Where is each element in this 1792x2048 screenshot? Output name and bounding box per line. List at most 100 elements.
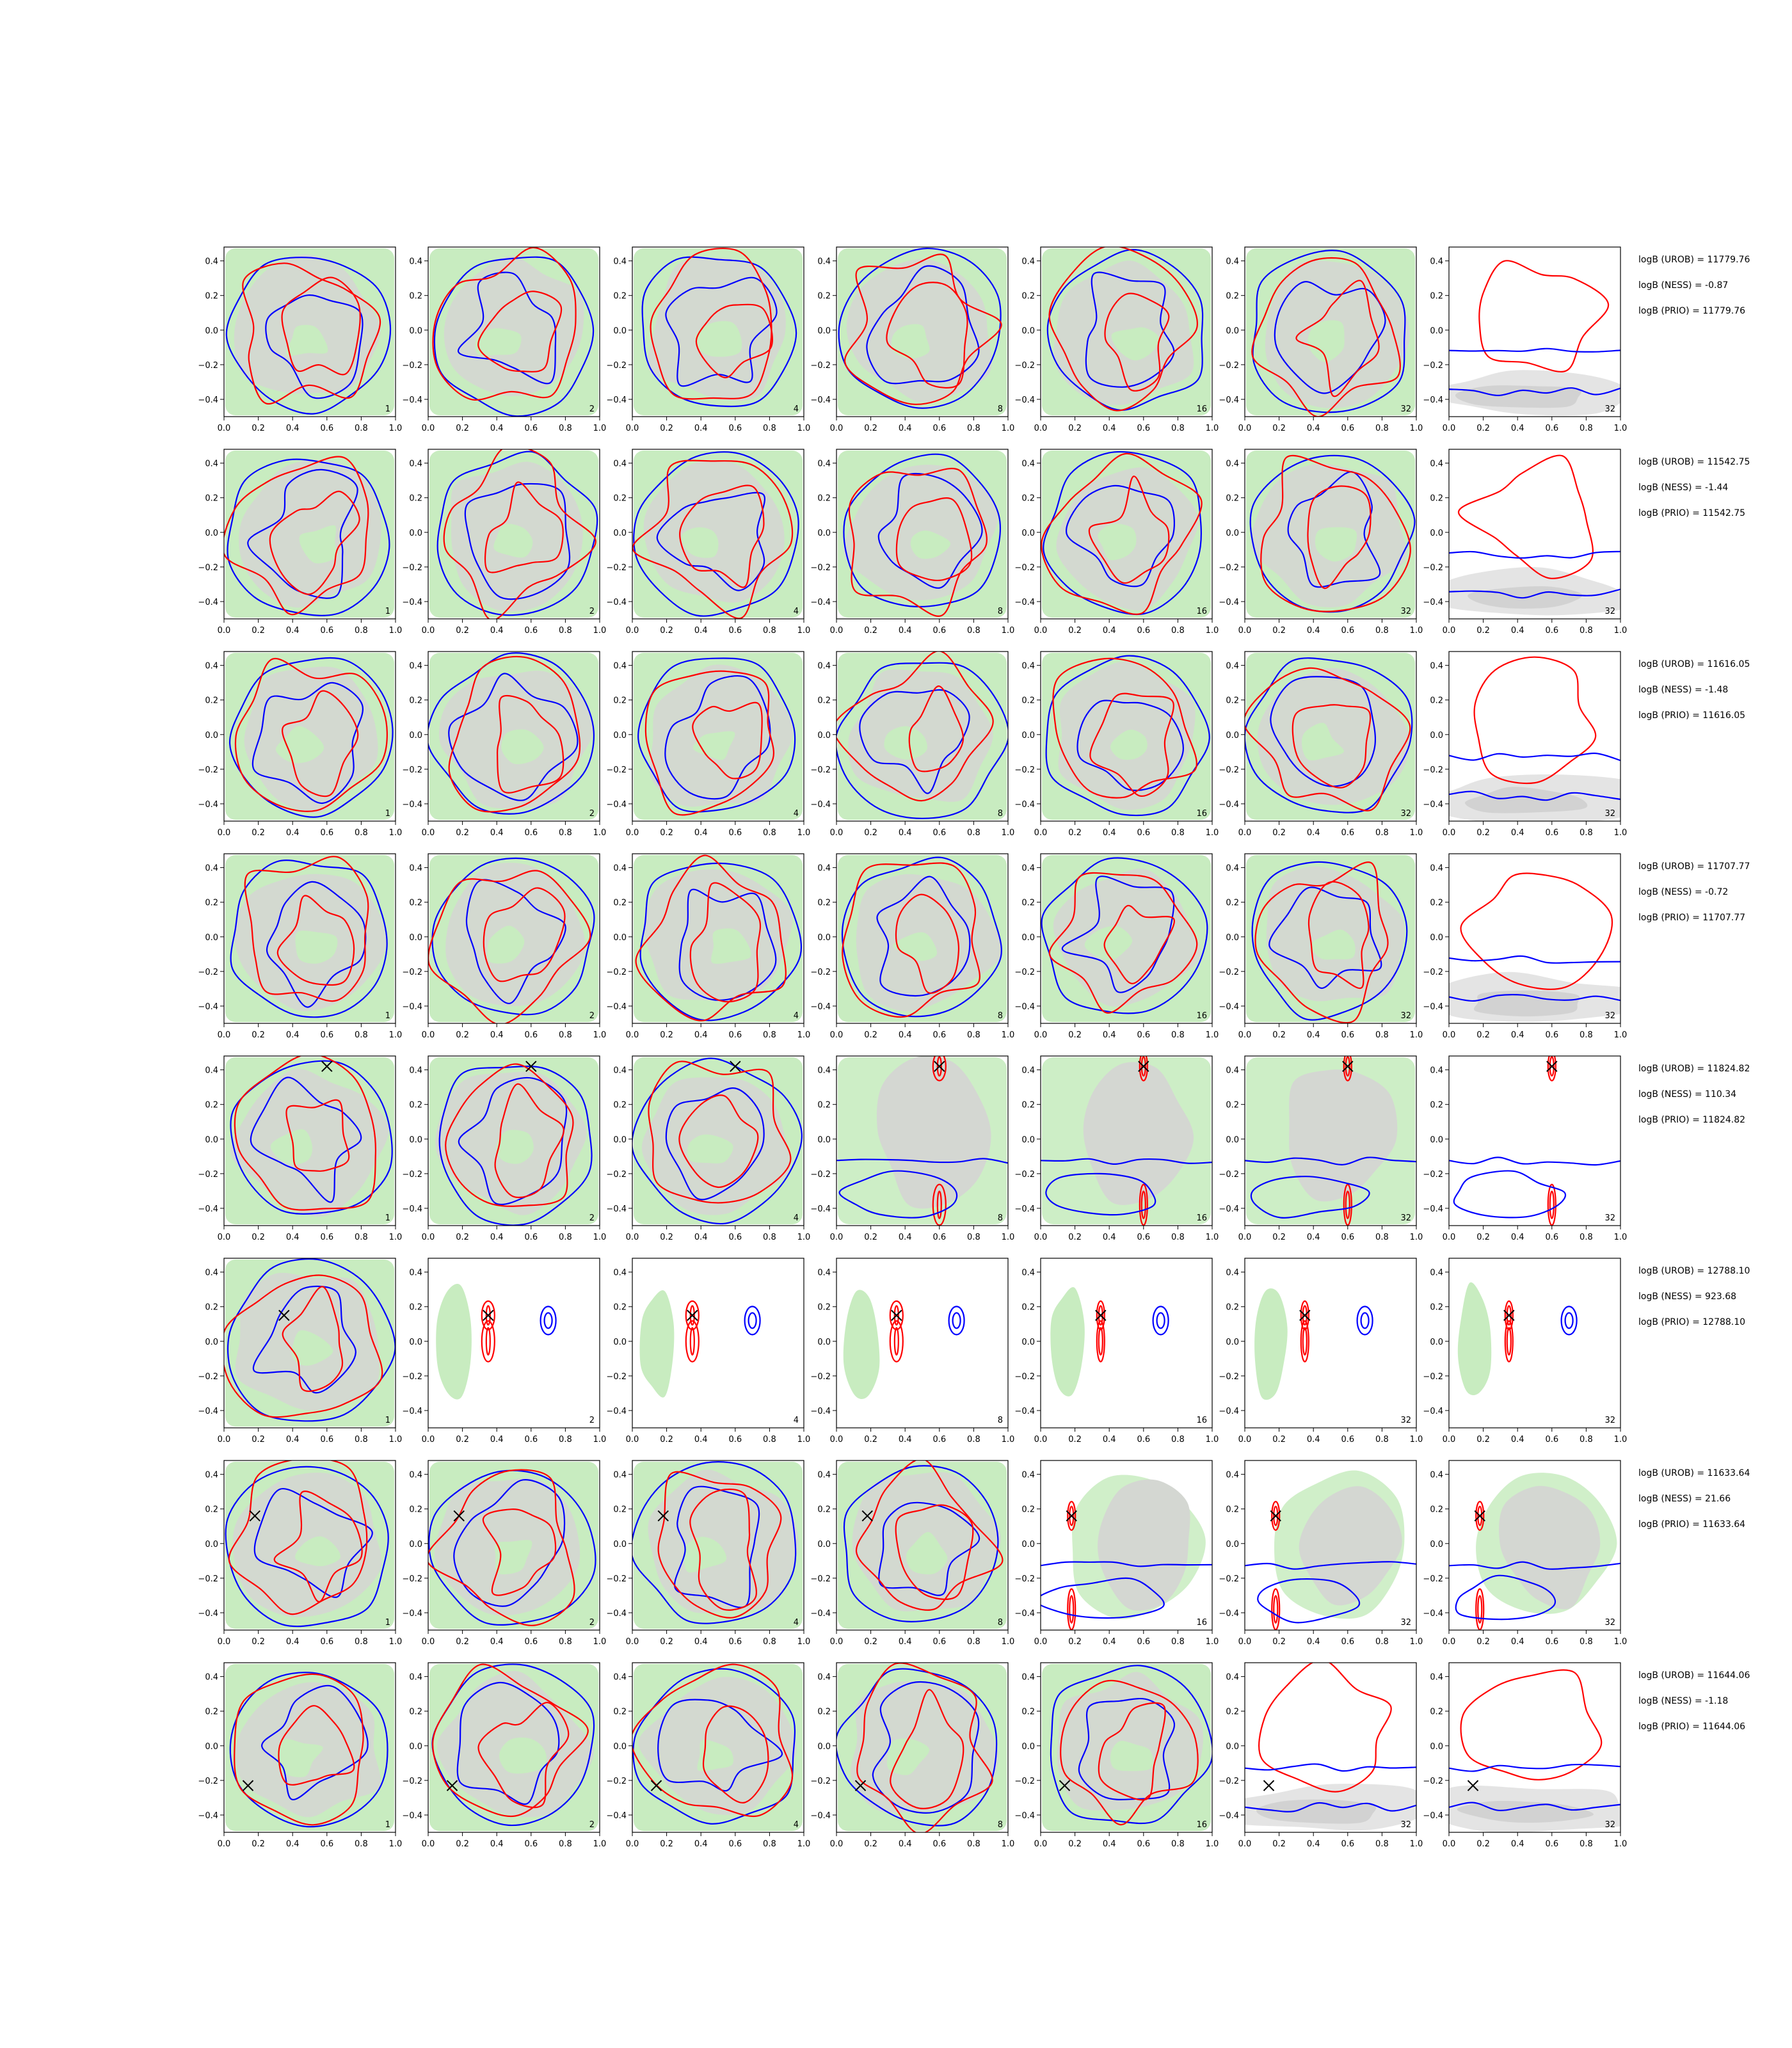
blue-contour <box>265 294 364 399</box>
x-tick-label: 0.6 <box>932 1030 946 1040</box>
red-contour <box>893 1327 899 1356</box>
red-contour <box>234 657 388 812</box>
y-tick-label: 0.0 <box>1021 1338 1035 1347</box>
y-tick-label: 0.4 <box>1021 1673 1035 1683</box>
blue-contour <box>632 1057 803 1225</box>
blue-contour <box>1061 876 1175 993</box>
y-tick-label: 0.0 <box>1021 1742 1035 1752</box>
panel-label: 32 <box>1400 607 1411 616</box>
y-tick-label: 0.4 <box>409 460 422 469</box>
x-tick-label: 1.0 <box>1002 1435 1015 1444</box>
blue-contour <box>836 1158 1008 1164</box>
x-tick-label: 0.8 <box>1171 1637 1185 1647</box>
blue-contour <box>1560 1306 1578 1336</box>
red-contour <box>276 895 355 986</box>
green-density-fill <box>295 1536 341 1567</box>
y-tick-label: 0.0 <box>205 326 218 336</box>
axis-ticks: 0.0 0.2 0.4 0.6 0.8 1.0 0.4 0.2 0.0 −0.2 −0.4 <box>810 1268 1014 1444</box>
blue-contour <box>1449 550 1620 559</box>
y-tick-label: −0.4 <box>810 800 831 810</box>
x-tick-label: 0.8 <box>1580 424 1593 433</box>
y-tick-label: 0.2 <box>1430 1303 1443 1313</box>
y-tick-label: −0.4 <box>810 1204 831 1214</box>
axes-frame <box>836 1258 1009 1428</box>
red-contour <box>1345 1190 1350 1219</box>
red-contour <box>635 854 787 1021</box>
x-tick-label: 0.2 <box>864 1030 877 1040</box>
y-tick-label: −0.2 <box>1219 1777 1239 1786</box>
blue-contour <box>1041 1158 1212 1165</box>
blue-contour <box>673 1485 760 1608</box>
plot-area <box>838 451 1007 618</box>
red-contour <box>1271 1588 1281 1630</box>
x-tick-label: 1.0 <box>1410 626 1423 636</box>
x-tick-label: 0.8 <box>1580 1435 1593 1444</box>
green-density-fill <box>886 1738 930 1775</box>
green-density-fill <box>1310 929 1356 960</box>
y-tick-label: −0.4 <box>1423 1811 1443 1821</box>
x-tick-label: 0.0 <box>830 828 844 838</box>
y-tick-label: 0.0 <box>817 326 831 336</box>
axes-frame <box>1040 1460 1213 1631</box>
panel-r4-c2: 2 0.0 0.2 0.4 0.6 0.8 1.0 0.4 0.2 0.0 −0.2 −0.4 <box>402 853 606 1040</box>
axes-frame <box>428 449 600 620</box>
blue-contour <box>465 879 566 1004</box>
x-tick-label: 1.0 <box>1002 1233 1015 1242</box>
y-tick-label: −0.4 <box>402 1407 422 1416</box>
red-contour <box>1098 1305 1103 1326</box>
y-tick-label: 0.2 <box>817 696 831 706</box>
x-tick-label: 0.6 <box>1545 828 1558 838</box>
blue-contour <box>247 468 358 599</box>
panel-label: 2 <box>589 809 595 819</box>
y-tick-label: 0.4 <box>1430 662 1443 671</box>
x-tick-label: 1.0 <box>1614 828 1628 838</box>
y-tick-label: 0.2 <box>409 696 422 706</box>
axes-frame <box>632 1055 804 1226</box>
y-tick-label: 0.0 <box>613 1135 627 1145</box>
red-contour <box>496 694 564 794</box>
x-tick-label: 0.8 <box>1580 1030 1593 1040</box>
red-contour <box>1343 1183 1352 1226</box>
x-tick-label: 0.4 <box>899 1839 912 1849</box>
axis-ticks: 0.0 0.2 0.4 0.6 0.8 1.0 0.4 0.2 0.0 −0.2 −0.4 <box>810 257 1014 433</box>
x-tick-label: 1.0 <box>1410 1839 1423 1849</box>
axis-ticks: 0.0 0.2 0.4 0.6 0.8 1.0 0.4 0.2 0.0 −0.2 −0.4 <box>1219 1471 1423 1647</box>
y-tick-label: 0.2 <box>205 899 218 908</box>
y-tick-label: 0.0 <box>1430 326 1443 336</box>
green-density-fill <box>1084 925 1133 961</box>
panel-label: 4 <box>794 1011 799 1021</box>
x-tick-label: 0.8 <box>559 828 572 838</box>
x-tick-label: 0.8 <box>763 1030 776 1040</box>
red-contour <box>1089 692 1174 797</box>
x-tick-label: 0.6 <box>1341 1839 1354 1849</box>
plot-area <box>1449 454 1620 616</box>
x-tick-label: 0.4 <box>1103 424 1116 433</box>
panels-layer: 10.0 0.2 0.4 0.6 0.8 1.00.40.20.0−0.2−0.420.0… <box>198 246 1628 1849</box>
x-tick-label: 1.0 <box>1206 626 1219 636</box>
panel-label: 32 <box>1400 809 1411 819</box>
panel-r3-c1: 1 0.0 0.2 0.4 0.6 0.8 1.0 0.4 0.2 0.0 −0.2 −0.4 <box>198 651 402 838</box>
panel-r3-c6: 32 0.0 0.2 0.4 0.6 0.8 1.0 0.4 0.2 0.0 −0.2 −0.4 <box>1219 651 1423 838</box>
y-tick-label: −0.4 <box>1014 598 1035 607</box>
x-tick-label: 0.2 <box>1068 1233 1082 1242</box>
axis-ticks: 0.0 0.2 0.4 0.6 0.8 1.0 0.4 0.2 0.0 −0.2 −0.4 <box>810 864 1014 1040</box>
y-tick-label: 0.2 <box>1226 899 1239 908</box>
axes-frame <box>632 1662 804 1833</box>
y-tick-label: 0.4 <box>205 864 218 874</box>
panel-r1-c7: 32 0.0 0.2 0.4 0.6 0.8 1.0 0.4 0.2 0.0 −0.2 −0.4 <box>1423 246 1627 433</box>
y-tick-label: 0.2 <box>1021 899 1035 908</box>
panel-label: 16 <box>1196 1618 1207 1628</box>
plot-area <box>836 1663 1007 1832</box>
blue-contour <box>448 673 579 801</box>
y-tick-label: 0.4 <box>817 1471 831 1480</box>
red-contour <box>1547 1183 1556 1226</box>
axes-frame <box>428 1055 600 1226</box>
y-tick-label: −0.4 <box>606 1407 627 1416</box>
logb-annotation: logB (PRIO) = 11644.06 <box>1638 1722 1745 1732</box>
y-tick-label: 0.0 <box>409 731 422 740</box>
panel-label: 4 <box>794 607 799 616</box>
panel-label: 32 <box>1604 404 1615 414</box>
x-tick-label: 0.0 <box>218 1233 231 1242</box>
panel-label: 16 <box>1196 607 1207 616</box>
x-tick-label: 0.2 <box>252 1030 265 1040</box>
